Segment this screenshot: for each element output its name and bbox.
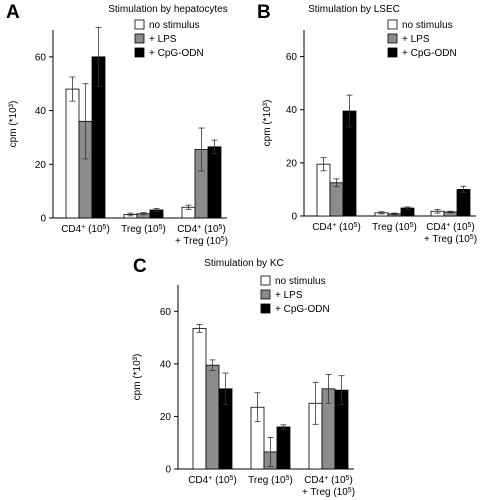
panel-a-legend-label: + LPS: [149, 34, 177, 45]
panel-c-y-tick-label: 60: [160, 307, 172, 318]
panel-b-category-label-line2: + Treg (105): [424, 234, 477, 246]
panel-a-y-tick-label: 0: [40, 214, 46, 225]
panel-c-y-tick-label: 0: [165, 465, 171, 476]
panel-b-title: Stimulation by LSEC: [308, 4, 400, 15]
panel-a-category-label: Treg (105): [121, 224, 166, 236]
panel-c-y-tick-label: 20: [160, 412, 172, 423]
panel-a-bar: [65, 88, 80, 219]
panel-b-y-tick-label: 60: [286, 52, 298, 63]
panel-b-legend-label: no stimulus: [402, 20, 453, 31]
panel-c-y-tick-label: 40: [160, 359, 172, 370]
panel-a-legend-swatch: [134, 33, 145, 44]
panel-a-bar: [207, 146, 222, 219]
panel-b-legend-swatch: [387, 19, 398, 30]
panel-b: B Stimulation by LSEC 0 20 40 60 cpm (*10³) CD4…: [257, 2, 477, 245]
panel-b-bar: [316, 163, 331, 217]
panel-a-category-label-line2: + Treg (105): [175, 236, 228, 248]
panel-c-category-label: Treg (105): [248, 475, 293, 487]
panel-a-category-label: CD4+ (105): [177, 224, 226, 236]
panel-a-y-tick-label: 20: [35, 160, 47, 171]
panel-a-category-label: CD4+ (105): [61, 224, 110, 236]
panel-c-category-label-line2: + Treg (105): [302, 487, 355, 499]
panel-c-legend-label: + LPS: [275, 290, 303, 301]
panel-b-y-tick-label: 0: [291, 212, 297, 223]
panel-c-bar: [276, 426, 291, 470]
panel-b-y-label: cpm (*10³): [262, 100, 273, 147]
panel-c-bar: [192, 327, 207, 470]
panel-c: C Stimulation by KC 0 20 40 60 cpm (*10³) CD4+ …: [132, 256, 355, 498]
panel-c-bar: [205, 364, 220, 470]
panel-b-legend-swatch: [387, 47, 398, 58]
panel-c-category-label: CD4+ (105): [188, 475, 237, 487]
panel-c-legend-swatch: [260, 275, 271, 286]
panel-c-y-label: cpm (*10³): [132, 354, 143, 401]
panel-a-legend-label: + CpG-ODN: [149, 48, 204, 59]
panel-b-y-tick-label: 20: [286, 158, 298, 169]
panel-a: A Stimulation by hepatocytes 0 20 40 60 cpm (*…: [6, 2, 228, 247]
panel-b-legend-label: + CpG-ODN: [402, 48, 457, 59]
panel-a-letter: A: [6, 2, 20, 23]
panel-c-legend-label: + CpG-ODN: [275, 304, 330, 315]
panel-a-y-tick-label: 60: [35, 52, 47, 63]
panel-c-legend-swatch: [260, 303, 271, 314]
panel-b-bar: [329, 182, 344, 217]
panel-b-category-label: CD4+ (105): [312, 222, 361, 234]
panel-c-letter: C: [133, 256, 147, 277]
panel-b-category-label: CD4+ (105): [426, 222, 475, 234]
panel-b-y-tick-label: 40: [286, 105, 298, 116]
panel-a-legend-label: no stimulus: [149, 20, 200, 31]
panel-a-legend-swatch: [134, 19, 145, 30]
panel-c-legend-swatch: [260, 289, 271, 300]
panel-c-category-label: CD4+ (105): [304, 475, 353, 487]
panel-a-title: Stimulation by hepatocytes: [108, 4, 228, 15]
panel-b-bar: [456, 189, 471, 217]
panel-b-legend-label: + LPS: [402, 34, 430, 45]
panel-a-legend-swatch: [134, 47, 145, 58]
panel-b-category-label: Treg (105): [372, 222, 417, 234]
panel-a-y-tick-label: 40: [35, 106, 47, 117]
panel-b-legend-swatch: [387, 33, 398, 44]
panel-c-legend-label: no stimulus: [275, 276, 326, 287]
panel-c-title: Stimulation by KC: [204, 258, 283, 269]
panel-b-letter: B: [257, 2, 271, 23]
panel-a-y-label: cpm (*10³): [8, 101, 19, 148]
